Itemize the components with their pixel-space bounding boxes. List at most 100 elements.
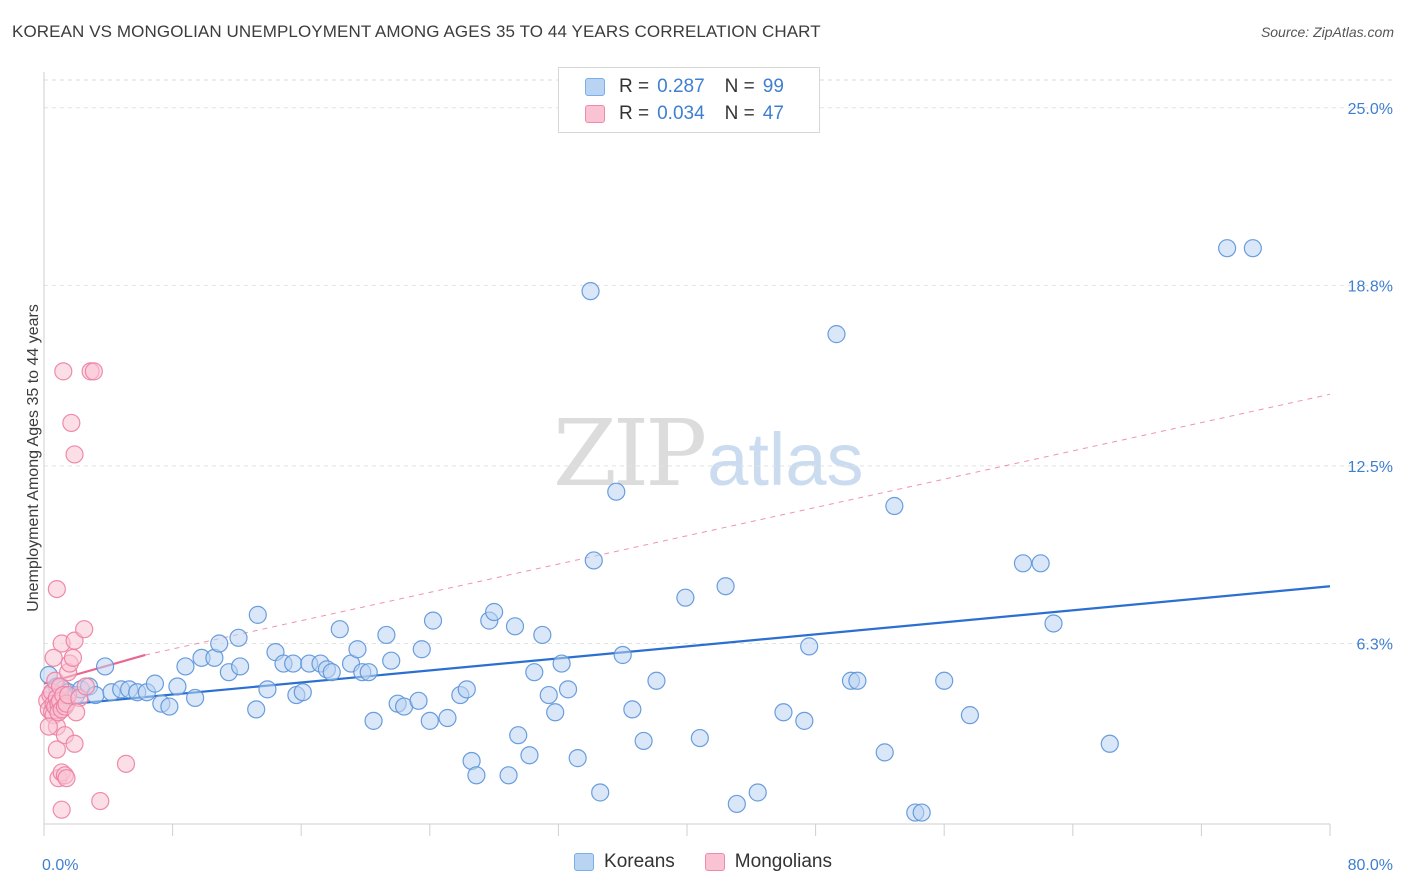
legend-n-value: 99: [762, 76, 784, 97]
data-point-korean: [509, 726, 528, 745]
data-point-korean: [1243, 239, 1262, 258]
data-point-korean: [935, 671, 954, 690]
trend-line-extension: [145, 393, 1331, 656]
data-point-korean: [607, 482, 626, 501]
data-point-korean: [525, 663, 544, 682]
data-point-mongolian: [67, 703, 86, 722]
data-point-korean: [727, 794, 746, 814]
data-point-korean: [359, 663, 378, 682]
data-point-korean: [423, 611, 443, 630]
data-point-mongolian: [54, 362, 73, 381]
data-point-korean: [348, 640, 367, 659]
data-point-korean: [690, 728, 709, 748]
legend-r-value: 0.034: [657, 103, 705, 124]
data-point-korean: [382, 651, 401, 670]
data-point-mongolian: [47, 740, 66, 759]
data-point-mongolian: [62, 413, 81, 433]
watermark-zip: ZIP: [553, 400, 707, 507]
data-point-korean: [420, 711, 439, 730]
data-point-korean: [848, 671, 867, 690]
legend-row-koreans: R = 0.287 N = 99: [585, 74, 784, 100]
data-point-mongolian: [65, 445, 84, 464]
bottom-legend-swatch-koreans: [574, 853, 595, 871]
legend-n-label: N =: [724, 103, 755, 124]
legend-r-label: R =: [619, 103, 650, 124]
data-point-mongolian: [47, 579, 66, 599]
data-point-korean: [634, 731, 653, 751]
bottom-legend-label: Koreans: [604, 851, 675, 872]
data-point-korean: [1218, 239, 1237, 258]
data-point-korean: [229, 628, 248, 647]
data-point-mongolian: [91, 791, 110, 811]
data-point-korean: [1013, 554, 1033, 573]
data-point-korean: [533, 625, 552, 645]
data-point-mongolian: [116, 754, 136, 773]
data-point-korean: [1100, 734, 1119, 753]
data-point-korean: [210, 634, 229, 653]
watermark-atlas: atlas: [707, 418, 864, 501]
trend-line-koreans: [43, 585, 1331, 708]
legend-n-label: N =: [724, 76, 755, 97]
data-point-mongolian: [84, 362, 103, 381]
data-point-korean: [438, 708, 457, 728]
data-point-korean: [539, 685, 558, 705]
data-point-korean: [231, 657, 250, 676]
data-point-korean: [409, 691, 428, 710]
legend-swatch-koreans: [585, 78, 605, 96]
data-point-mongolian: [44, 648, 63, 667]
y-tick-label: 6.3%: [1357, 637, 1393, 654]
data-point-korean: [613, 645, 632, 665]
data-point-korean: [160, 697, 179, 716]
legend-row-mongolians: R = 0.034 N = 47: [585, 101, 784, 127]
data-point-korean: [546, 703, 565, 722]
data-point-korean: [364, 711, 383, 730]
data-point-mongolian: [52, 800, 71, 819]
data-point-korean: [95, 657, 115, 676]
data-point-korean: [248, 605, 267, 624]
data-point-mongolian: [65, 734, 84, 753]
y-tick-label: 18.8%: [1348, 278, 1393, 295]
data-point-korean: [584, 551, 603, 570]
data-point-korean: [284, 654, 303, 673]
data-point-korean: [377, 625, 396, 645]
data-point-korean: [885, 496, 904, 516]
legend-r-label: R =: [619, 76, 650, 97]
data-point-korean: [647, 671, 666, 690]
data-point-korean: [499, 766, 518, 785]
data-point-korean: [322, 663, 341, 682]
data-point-korean: [581, 282, 600, 301]
axes: [43, 72, 1331, 836]
data-point-korean: [960, 706, 980, 725]
data-point-korean: [558, 680, 578, 699]
data-point-korean: [591, 783, 610, 802]
data-point-korean: [247, 700, 266, 719]
legend: R = 0.287 N = 99 R = 0.034 N = 47: [558, 67, 820, 133]
data-point-mongolian: [39, 717, 58, 736]
data-point-korean: [145, 674, 165, 693]
bottom-legend-koreans: Koreans: [574, 851, 675, 873]
bottom-legend-mongolians: Mongolians: [704, 851, 832, 873]
data-point-mongolian: [57, 769, 76, 788]
data-point-korean: [875, 743, 894, 762]
data-point-korean: [520, 746, 539, 765]
data-point-korean: [176, 657, 195, 676]
data-point-korean: [568, 749, 587, 768]
data-point-korean: [293, 683, 312, 702]
data-point-korean: [623, 700, 642, 719]
legend-n-value: 47: [762, 103, 784, 124]
data-point-korean: [774, 703, 793, 722]
data-point-korean: [505, 617, 525, 636]
data-point-mongolian: [75, 620, 94, 639]
data-point-korean: [912, 803, 931, 822]
data-point-korean: [412, 640, 431, 659]
data-point-korean: [716, 577, 735, 596]
data-point-korean: [800, 637, 819, 656]
tick-labels: 6.3% 12.5% 18.8% 25.0% 0.0% 80.0%: [42, 101, 1393, 874]
data-point-korean: [795, 711, 814, 730]
y-tick-label: 25.0%: [1348, 101, 1393, 118]
data-point-korean: [457, 680, 476, 699]
data-point-korean: [168, 677, 187, 696]
y-axis-title: Unemployment Among Ages 35 to 44 years: [25, 304, 42, 612]
data-point-korean: [485, 602, 504, 622]
